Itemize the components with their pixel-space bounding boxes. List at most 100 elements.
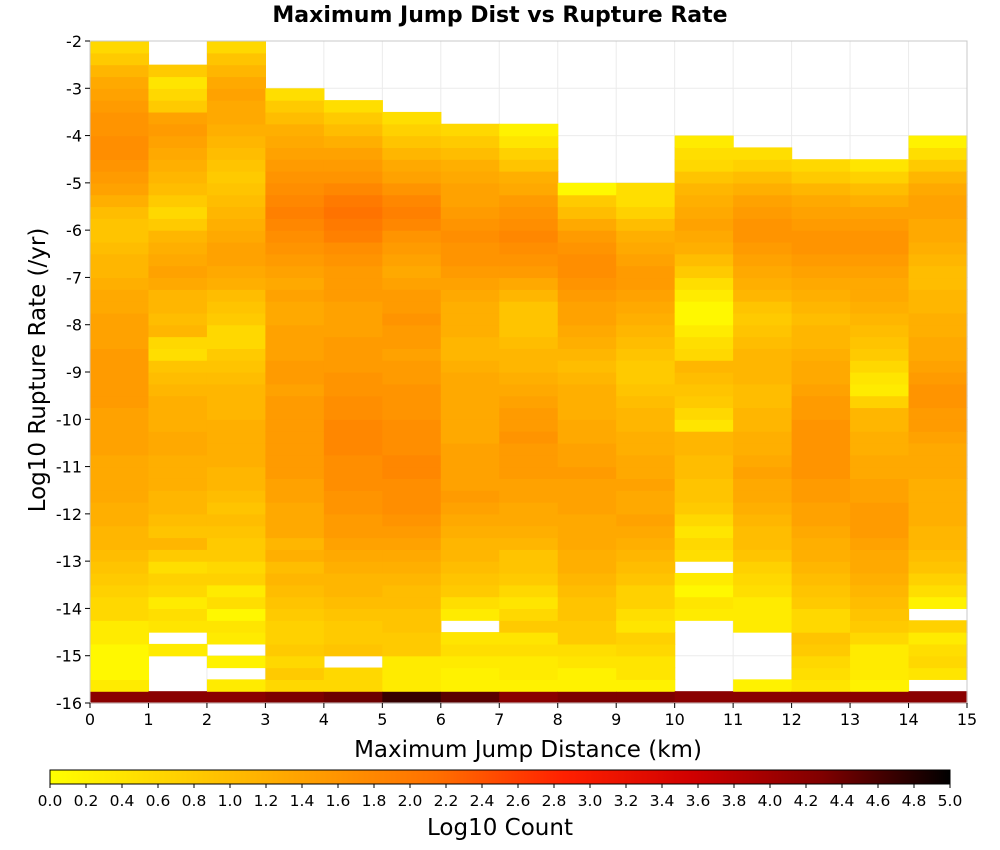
heatmap-cell [440, 159, 500, 172]
colorbar [49, 769, 951, 785]
heatmap-cell [323, 454, 383, 468]
heatmap-cell [382, 123, 442, 137]
heatmap-cell [206, 312, 266, 326]
heatmap-cell [323, 667, 383, 680]
heatmap-cell [382, 289, 442, 302]
heatmap-cell [616, 632, 676, 645]
heatmap-cell [90, 135, 150, 148]
heatmap-cell [499, 584, 559, 598]
heatmap-cell [557, 348, 617, 361]
heatmap-cell [440, 395, 500, 409]
heatmap-cell [440, 608, 500, 621]
heatmap-cell [674, 549, 734, 562]
heatmap-cell [557, 596, 617, 610]
heatmap-cell [557, 691, 617, 704]
heatmap-cell [382, 171, 442, 184]
heatmap-cell [382, 182, 442, 196]
heatmap-cell [90, 655, 150, 669]
heatmap-cell [733, 194, 793, 208]
heatmap-cell [733, 336, 793, 349]
heatmap-cell [850, 383, 910, 397]
heatmap-cell [90, 419, 150, 432]
heatmap-cell [557, 502, 617, 515]
heatmap-cell [908, 620, 968, 633]
heatmap-cell [850, 289, 910, 302]
heatmap-cell [206, 277, 266, 290]
heatmap-cell [733, 265, 793, 279]
heatmap-cell [323, 253, 383, 267]
heatmap-cell [499, 135, 559, 148]
heatmap-cell [850, 632, 910, 645]
heatmap-cell [908, 549, 968, 562]
heatmap-cell [616, 360, 676, 373]
heatmap-cell [90, 206, 150, 219]
heatmap-cell [616, 182, 676, 196]
heatmap-cell [382, 348, 442, 361]
heatmap-cell [206, 230, 266, 243]
heatmap-cell [90, 147, 150, 160]
heatmap-cell [557, 277, 617, 290]
heatmap-cell [382, 312, 442, 326]
heatmap-cell [557, 561, 617, 574]
heatmap-cell [557, 679, 617, 692]
heatmap-cell [148, 643, 208, 657]
heatmap-cell [265, 135, 325, 148]
heatmap-cell [90, 383, 150, 397]
heatmap-cell [90, 312, 150, 326]
heatmap-cell [908, 490, 968, 503]
heatmap-cell [616, 277, 676, 290]
heatmap-cell [148, 549, 208, 562]
heatmap-cell [733, 324, 793, 338]
heatmap-cell [90, 277, 150, 290]
heatmap-cell [908, 289, 968, 302]
heatmap-cell [616, 407, 676, 420]
heatmap-cell [90, 171, 150, 184]
heatmap-cell [674, 584, 734, 598]
heatmap-cell [323, 407, 383, 420]
heatmap-cell [791, 454, 851, 468]
heatmap-cell [908, 324, 968, 338]
heatmap-cell [616, 596, 676, 610]
heatmap-cell [148, 100, 208, 113]
heatmap-cell [382, 135, 442, 148]
heatmap-cell [791, 620, 851, 633]
heatmap-cell [265, 194, 325, 208]
heatmap-cell [791, 348, 851, 361]
heatmap-cell [440, 301, 500, 314]
heatmap-cell [616, 348, 676, 361]
heatmap-cell [616, 265, 676, 279]
heatmap-cell [674, 312, 734, 326]
heatmap-cell [499, 182, 559, 196]
heatmap-cell [440, 513, 500, 527]
heatmap-cell [616, 549, 676, 562]
heatmap-cell [850, 407, 910, 420]
heatmap-cell [557, 667, 617, 680]
y-axis-label: Log10 Rupture Rate (/yr) [25, 228, 51, 513]
heatmap-cell [148, 431, 208, 444]
heatmap-cell [206, 419, 266, 432]
heatmap-cell [499, 419, 559, 432]
heatmap-cell [440, 454, 500, 468]
heatmap-cell [557, 620, 617, 633]
heatmap-cell [265, 490, 325, 503]
heatmap-cell [90, 241, 150, 255]
heatmap-cell [148, 88, 208, 101]
heatmap-cell [323, 490, 383, 503]
heatmap-cell [791, 502, 851, 515]
heatmap-cell [850, 596, 910, 610]
heatmap-cell [206, 41, 266, 54]
heatmap-cell [440, 407, 500, 420]
heatmap-cell [850, 478, 910, 491]
heatmap-cell [382, 265, 442, 279]
heatmap-cell [908, 632, 968, 645]
heatmap-cell [440, 679, 500, 692]
heatmap-cell [323, 643, 383, 657]
heatmap-cell [616, 324, 676, 338]
heatmap-cell [499, 466, 559, 479]
heatmap-cell [440, 525, 500, 539]
heatmap-cell [557, 194, 617, 208]
heatmap-cell [616, 572, 676, 586]
heatmap-cell [908, 454, 968, 468]
heatmap-cell [557, 360, 617, 373]
heatmap-cell [616, 513, 676, 527]
